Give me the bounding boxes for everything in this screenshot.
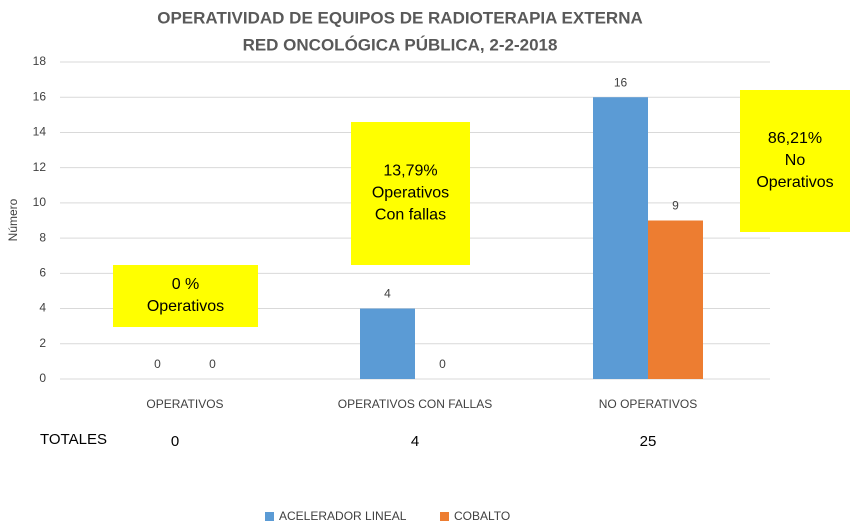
annotation-text: Operativos	[372, 185, 449, 202]
annotation-text: Con fallas	[375, 207, 446, 224]
legend-label: COBALTO	[454, 509, 510, 523]
y-tick-label: 14	[33, 125, 47, 139]
x-tick-label: OPERATIVOS CON FALLAS	[338, 397, 493, 411]
y-tick-label: 0	[39, 371, 46, 385]
total-value: 4	[411, 433, 419, 450]
data-label: 0	[439, 357, 446, 371]
y-tick-label: 6	[39, 266, 46, 280]
data-label: 9	[672, 199, 679, 213]
y-tick-label: 8	[39, 230, 46, 244]
y-axis-label: Número	[6, 198, 20, 241]
legend-swatch	[265, 512, 274, 521]
y-tick-label: 16	[33, 89, 47, 103]
annotation-box	[113, 265, 258, 327]
annotation-text: 13,79%	[383, 163, 437, 180]
totals-label: TOTALES	[40, 431, 107, 448]
bar	[593, 97, 648, 379]
annotation-text: Operativos	[147, 298, 224, 315]
data-label: 0	[154, 357, 161, 371]
total-value: 25	[640, 433, 657, 450]
data-label: 4	[384, 287, 391, 301]
chart-subtitle: RED ONCOLÓGICA PÚBLICA, 2-2-2018	[243, 35, 558, 54]
annotation-box	[351, 122, 470, 265]
bar	[360, 308, 415, 379]
total-value: 0	[171, 433, 179, 450]
y-tick-label: 4	[39, 301, 46, 315]
data-label: 0	[209, 357, 216, 371]
bar	[648, 220, 703, 379]
y-tick-label: 12	[33, 160, 47, 174]
y-tick-label: 2	[39, 336, 46, 350]
annotation-text: 86,21%	[768, 130, 822, 147]
x-tick-label: NO OPERATIVOS	[599, 397, 697, 411]
y-tick-label: 10	[33, 195, 47, 209]
legend-label: ACELERADOR LINEAL	[279, 509, 407, 523]
annotation-box	[740, 90, 850, 232]
chart-title: OPERATIVIDAD DE EQUIPOS DE RADIOTERAPIA …	[157, 8, 643, 27]
annotation-text: Operativos	[756, 174, 833, 191]
data-label: 16	[614, 75, 628, 89]
y-tick-label: 18	[33, 54, 47, 68]
annotation-text: 0 %	[172, 276, 200, 293]
x-tick-label: OPERATIVOS	[146, 397, 223, 411]
annotation-text: No	[785, 152, 806, 169]
legend-swatch	[440, 512, 449, 521]
